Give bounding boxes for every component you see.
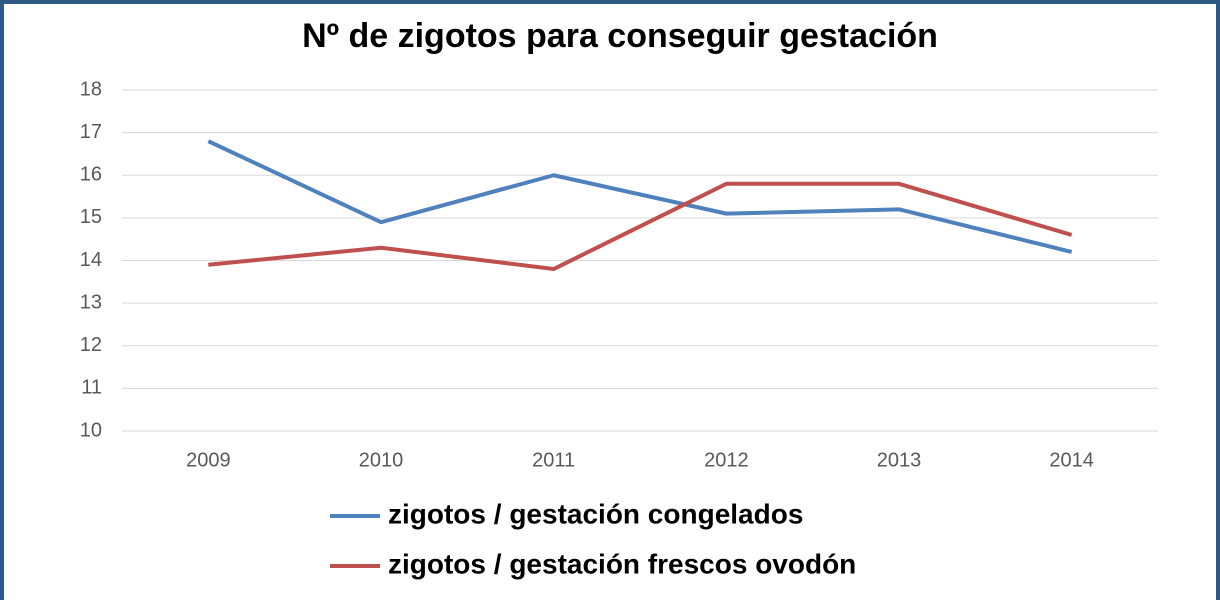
series-line xyxy=(207,139,1073,254)
x-tick-label: 2009 xyxy=(186,449,231,471)
y-tick-label: 16 xyxy=(80,164,102,186)
y-tick-label: 14 xyxy=(80,249,102,271)
x-tick-label: 2013 xyxy=(877,449,922,471)
x-tick-label: 2012 xyxy=(704,449,749,471)
x-tick-label: 2010 xyxy=(359,449,404,471)
y-tick-label: 11 xyxy=(81,377,102,399)
y-tick-label: 15 xyxy=(80,206,102,228)
legend-label: zigotos / gestación frescos ovodón xyxy=(388,548,856,579)
y-tick-label: 13 xyxy=(80,291,102,313)
y-tick-label: 12 xyxy=(80,334,102,356)
y-tick-label: 10 xyxy=(80,419,102,441)
x-tick-label: 2014 xyxy=(1049,449,1094,471)
x-tick-label: 2011 xyxy=(532,449,575,471)
y-tick-label: 18 xyxy=(80,78,102,100)
legend-label: zigotos / gestación congelados xyxy=(388,498,803,529)
series-line xyxy=(208,181,1073,272)
y-tick-label: 17 xyxy=(80,121,102,143)
chart-title: Nº de zigotos para conseguir gestación xyxy=(302,17,938,55)
